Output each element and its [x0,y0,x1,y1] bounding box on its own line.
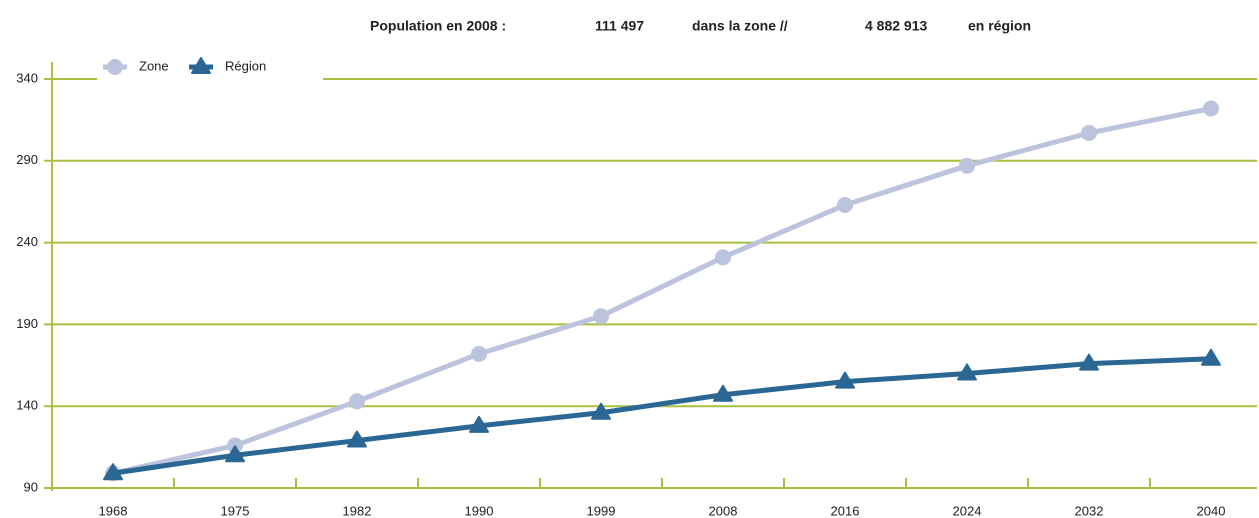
marker [591,402,611,420]
marker [957,363,977,381]
legend-label: Région [225,58,266,73]
marker [191,57,211,74]
x-tick-label: 2032 [1075,503,1104,518]
title-part: dans la zone // [692,18,788,34]
y-tick-label: 190 [16,316,38,331]
marker [469,415,489,433]
marker [715,249,731,266]
marker [1081,124,1097,141]
y-tick-label: 340 [16,70,38,85]
x-tick-label: 2016 [831,503,860,518]
x-tick-label: 1999 [587,503,616,518]
x-tick-label: 1968 [99,503,128,518]
series [105,100,1219,482]
legend-item: Région [189,57,266,74]
x-tick-label: 1975 [221,503,250,518]
y-tick-label: 240 [16,234,38,249]
line [112,105,1212,476]
title: Population en 2008 : 111 497 dans la zon… [370,18,1031,34]
x-tick-label: 1982 [343,503,372,518]
title-part: 111 497 [595,18,644,34]
marker [103,463,123,481]
line [112,356,1212,476]
title-part: en région [968,18,1031,34]
series [103,348,1221,481]
y-tick-label: 90 [24,479,38,494]
legend-box [97,55,323,95]
marker [349,393,365,410]
marker [347,430,367,448]
y-tick-label: 290 [16,152,38,167]
marker [1079,353,1099,371]
title-part: Population en 2008 : [370,18,506,34]
x-tick-label: 2008 [709,503,738,518]
title-part: 4 882 913 [865,18,927,34]
y-tick-label: 140 [16,398,38,413]
marker [959,157,975,174]
x-tick-label: 1990 [465,503,494,518]
marker [593,308,609,325]
marker [107,59,123,75]
marker [713,384,733,402]
marker [1203,100,1219,117]
legend-item: Zone [103,58,169,75]
marker [835,371,855,389]
marker [225,445,245,463]
marker [471,345,487,362]
marker [1201,348,1221,366]
x-tick-label: 2024 [953,503,982,518]
legend-label: Zone [139,58,169,73]
x-tick-label: 2040 [1197,503,1226,518]
marker [837,196,853,213]
